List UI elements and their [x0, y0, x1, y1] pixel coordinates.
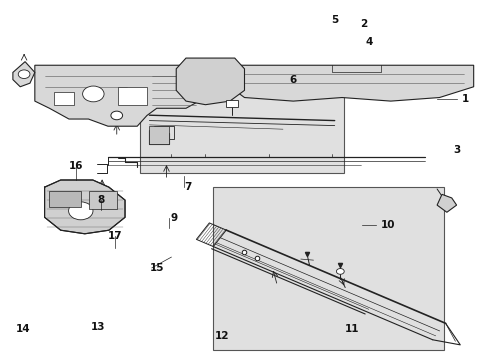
Bar — [118, 87, 147, 105]
Polygon shape — [13, 62, 35, 87]
Text: 15: 15 — [149, 263, 163, 273]
Text: 10: 10 — [380, 220, 395, 230]
Polygon shape — [35, 65, 205, 126]
Text: 2: 2 — [360, 19, 367, 29]
Polygon shape — [176, 58, 244, 105]
Polygon shape — [436, 194, 456, 212]
Text: 7: 7 — [184, 182, 192, 192]
Text: 12: 12 — [215, 331, 229, 341]
Text: 3: 3 — [452, 144, 459, 154]
Text: 4: 4 — [365, 37, 372, 47]
Circle shape — [111, 111, 122, 120]
Polygon shape — [229, 65, 473, 101]
Polygon shape — [44, 180, 125, 234]
Bar — [225, 100, 237, 107]
Text: 9: 9 — [170, 213, 177, 222]
Text: 5: 5 — [330, 15, 338, 26]
Bar — [48, 192, 81, 207]
Text: 1: 1 — [461, 94, 468, 104]
Text: 13: 13 — [91, 322, 105, 332]
Bar — [89, 192, 117, 209]
Bar — [54, 92, 74, 105]
Polygon shape — [149, 126, 168, 144]
Circle shape — [336, 269, 344, 274]
Text: 8: 8 — [97, 195, 104, 205]
Text: 17: 17 — [108, 231, 122, 240]
Text: 14: 14 — [15, 324, 30, 334]
Bar — [140, 89, 344, 173]
Text: 11: 11 — [344, 324, 358, 334]
Circle shape — [68, 202, 93, 220]
Circle shape — [18, 70, 30, 78]
Circle shape — [82, 86, 104, 102]
Bar — [212, 187, 444, 350]
Text: 16: 16 — [69, 161, 83, 171]
Text: 6: 6 — [289, 75, 296, 85]
